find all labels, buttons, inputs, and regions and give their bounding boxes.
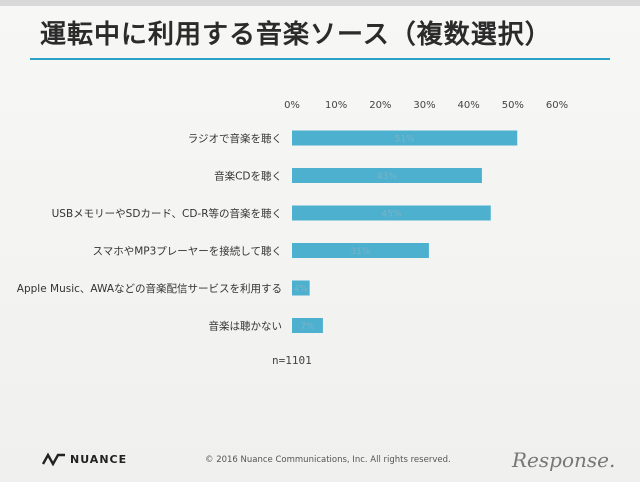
bar: [292, 280, 310, 296]
logo-text: NUANCE: [70, 452, 128, 466]
response-watermark: Response.: [512, 448, 616, 472]
nuance-logo-icon: [42, 452, 65, 466]
bar: [292, 243, 429, 258]
category-label: ラジオで音楽を聴く: [188, 132, 282, 145]
x-tick-label: 0%: [284, 100, 300, 111]
category-label: スマホやMP3プレーヤーを接続して聴く: [93, 245, 282, 258]
x-tick-label: 40%: [458, 100, 480, 111]
bars: ラジオで音楽を聴く 51% 音楽CDを聴く 43% USBメモリーやSDカード、CD-R…: [17, 130, 518, 333]
bar: [292, 168, 482, 183]
bar-value-label: 45%: [381, 210, 401, 220]
sample-size-label: n=1101: [272, 354, 312, 367]
x-tick-label: 20%: [369, 100, 391, 111]
nuance-logo: NUANCE: [42, 452, 127, 466]
x-axis-ticks: 0% 10% 20% 30% 40% 50% 60%: [284, 100, 568, 111]
bar: [292, 130, 518, 146]
x-tick-label: 60%: [546, 100, 568, 111]
copyright-text: © 2016 Nuance Communications, Inc. All r…: [205, 455, 451, 465]
category-label: 音楽CDを聴く: [214, 170, 282, 183]
top-rule: [0, 0, 640, 6]
bar-value-label: 4%: [294, 285, 309, 295]
category-label: 音楽は聴かない: [209, 320, 283, 333]
x-tick-label: 10%: [325, 100, 347, 111]
bar: [292, 318, 323, 333]
category-label: Apple Music、AWAなどの音楽配信サービスを利用する: [17, 282, 282, 295]
bar: [292, 205, 491, 221]
title-underline: [30, 58, 610, 60]
category-label: USBメモリーやSDカード、CD-R等の音楽を聴く: [52, 207, 282, 220]
x-tick-label: 30%: [413, 100, 435, 111]
bar-value-label: 31%: [350, 247, 370, 257]
bar-value-label: 7%: [300, 322, 315, 332]
x-tick-label: 50%: [502, 100, 524, 111]
bar-value-label: 43%: [377, 172, 397, 182]
slide-title: 運転中に利用する音楽ソース（複数選択）: [40, 20, 552, 50]
bar-value-label: 51%: [395, 135, 415, 145]
